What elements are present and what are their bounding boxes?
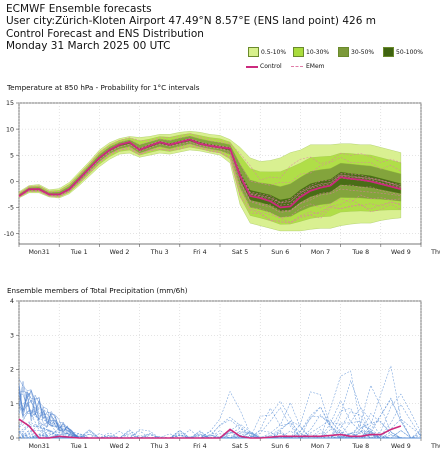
legend-control-label: Control bbox=[260, 63, 282, 70]
legend-label-band-3: 30-50% bbox=[351, 49, 375, 56]
temperature-member-line bbox=[18, 133, 401, 194]
precipitation-panel-title: Ensemble members of Total Precipitation … bbox=[7, 286, 188, 295]
legend-swatch-band-2 bbox=[293, 47, 304, 57]
temperature-member-line bbox=[18, 143, 401, 223]
temperature-ytick-label: 5 bbox=[10, 152, 14, 159]
precipitation-xlabel: Sun 6 bbox=[271, 443, 289, 450]
precipitation-xlabel: Thu10 bbox=[430, 443, 440, 450]
temperature-panel-title: Temperature at 850 hPa - Probability for… bbox=[7, 83, 200, 92]
temperature-member-line bbox=[18, 135, 402, 194]
temperature-ytick-label: 0 bbox=[10, 179, 14, 186]
temperature-member-line bbox=[18, 145, 402, 224]
precipitation-xlabel: Tue 8 bbox=[351, 443, 369, 450]
temperature-ytick-label: -5 bbox=[8, 205, 14, 212]
temperature-xlabel: Tue 8 bbox=[351, 249, 369, 256]
temperature-ytick-label: 15 bbox=[6, 100, 14, 107]
temperature-xlabel: Fri 4 bbox=[193, 249, 207, 256]
temperature-panel: -10 -5 0 5 10 15 Mon31 Tue 1 Wed 2 Thu 3 Fri 4 Sat … bbox=[4, 100, 440, 256]
temperature-control-line bbox=[18, 138, 402, 209]
precipitation-member-line bbox=[19, 420, 421, 439]
legend-label-band-1: 0.5-10% bbox=[261, 49, 287, 56]
legend-emem-label: EMem bbox=[306, 63, 325, 70]
precipitation-xlabel: Tue 1 bbox=[70, 443, 88, 450]
temperature-xlabel: Wed 9 bbox=[391, 249, 411, 256]
precipitation-member-line bbox=[19, 399, 422, 439]
temperature-xlabel: Sun 6 bbox=[271, 249, 289, 256]
temperature-ytick-label: 10 bbox=[6, 126, 14, 133]
precipitation-member-line bbox=[18, 389, 80, 439]
temperature-ytick-label: -10 bbox=[4, 231, 14, 238]
forecast-title: ECMWF Ensemble forecasts bbox=[6, 3, 152, 15]
precipitation-xlabel: Fri 4 bbox=[193, 443, 207, 450]
temperature-xlabel: Mon31 bbox=[28, 249, 49, 256]
forecast-date: Monday 31 March 2025 00 UTC bbox=[6, 40, 171, 53]
legend-swatch-band-4 bbox=[383, 47, 394, 57]
precipitation-member-line bbox=[18, 390, 80, 439]
temperature-xlabel: Wed 2 bbox=[110, 249, 130, 256]
precipitation-ytick-label: 2 bbox=[10, 367, 14, 374]
precipitation-xlabel: Wed 9 bbox=[391, 443, 411, 450]
precipitation-member-line bbox=[19, 416, 421, 439]
temperature-member-line bbox=[18, 141, 401, 213]
precipitation-ytick-label: 1 bbox=[10, 401, 14, 408]
temperature-xlabel: Sat 5 bbox=[232, 249, 248, 256]
legend-control-line bbox=[246, 66, 258, 68]
precipitation-control-line bbox=[18, 418, 402, 439]
precipitation-member-line bbox=[18, 389, 80, 439]
temperature-xlabel: Tue 1 bbox=[70, 249, 88, 256]
temperature-member-line bbox=[18, 143, 401, 219]
precipitation-ytick-label: 4 bbox=[10, 298, 14, 305]
precipitation-xlabel: Thu 3 bbox=[150, 443, 169, 450]
legend-label-band-4: 50-100% bbox=[396, 49, 423, 56]
temperature-member-line bbox=[18, 146, 402, 224]
precipitation-panel: 0 1 2 3 4 Mon31 Tue 1 Wed 2 Thu 3 Fri 4 Sat 5 Sun 6… bbox=[10, 298, 440, 450]
precipitation-ytick-label: 3 bbox=[10, 332, 14, 339]
precipitation-xlabel: Sat 5 bbox=[232, 443, 248, 450]
legend-label-band-2: 10-30% bbox=[306, 49, 330, 56]
forecast-subtitle: Control Forecast and ENS Distribution bbox=[6, 27, 204, 40]
precipitation-xlabel: Mon31 bbox=[28, 443, 49, 450]
legend-swatch-band-3 bbox=[338, 47, 349, 57]
legend-swatch-band-1 bbox=[248, 47, 259, 57]
precipitation-xlabel: Mon 7 bbox=[311, 443, 330, 450]
precipitation-xlabel: Wed 2 bbox=[110, 443, 130, 450]
temperature-xlabel: Mon 7 bbox=[311, 249, 330, 256]
temperature-xlabel: Thu10 bbox=[430, 249, 440, 256]
precipitation-member-line bbox=[18, 420, 421, 439]
precipitation-member-line bbox=[18, 382, 80, 439]
precipitation-member-line bbox=[18, 390, 421, 439]
precipitation-ytick-label: 0 bbox=[10, 435, 14, 442]
legend: 0.5-10% 10-30% 30-50% 50-100% Control EM… bbox=[238, 44, 438, 72]
temperature-xlabel: Thu 3 bbox=[150, 249, 169, 256]
legend-emem-line bbox=[291, 66, 303, 67]
